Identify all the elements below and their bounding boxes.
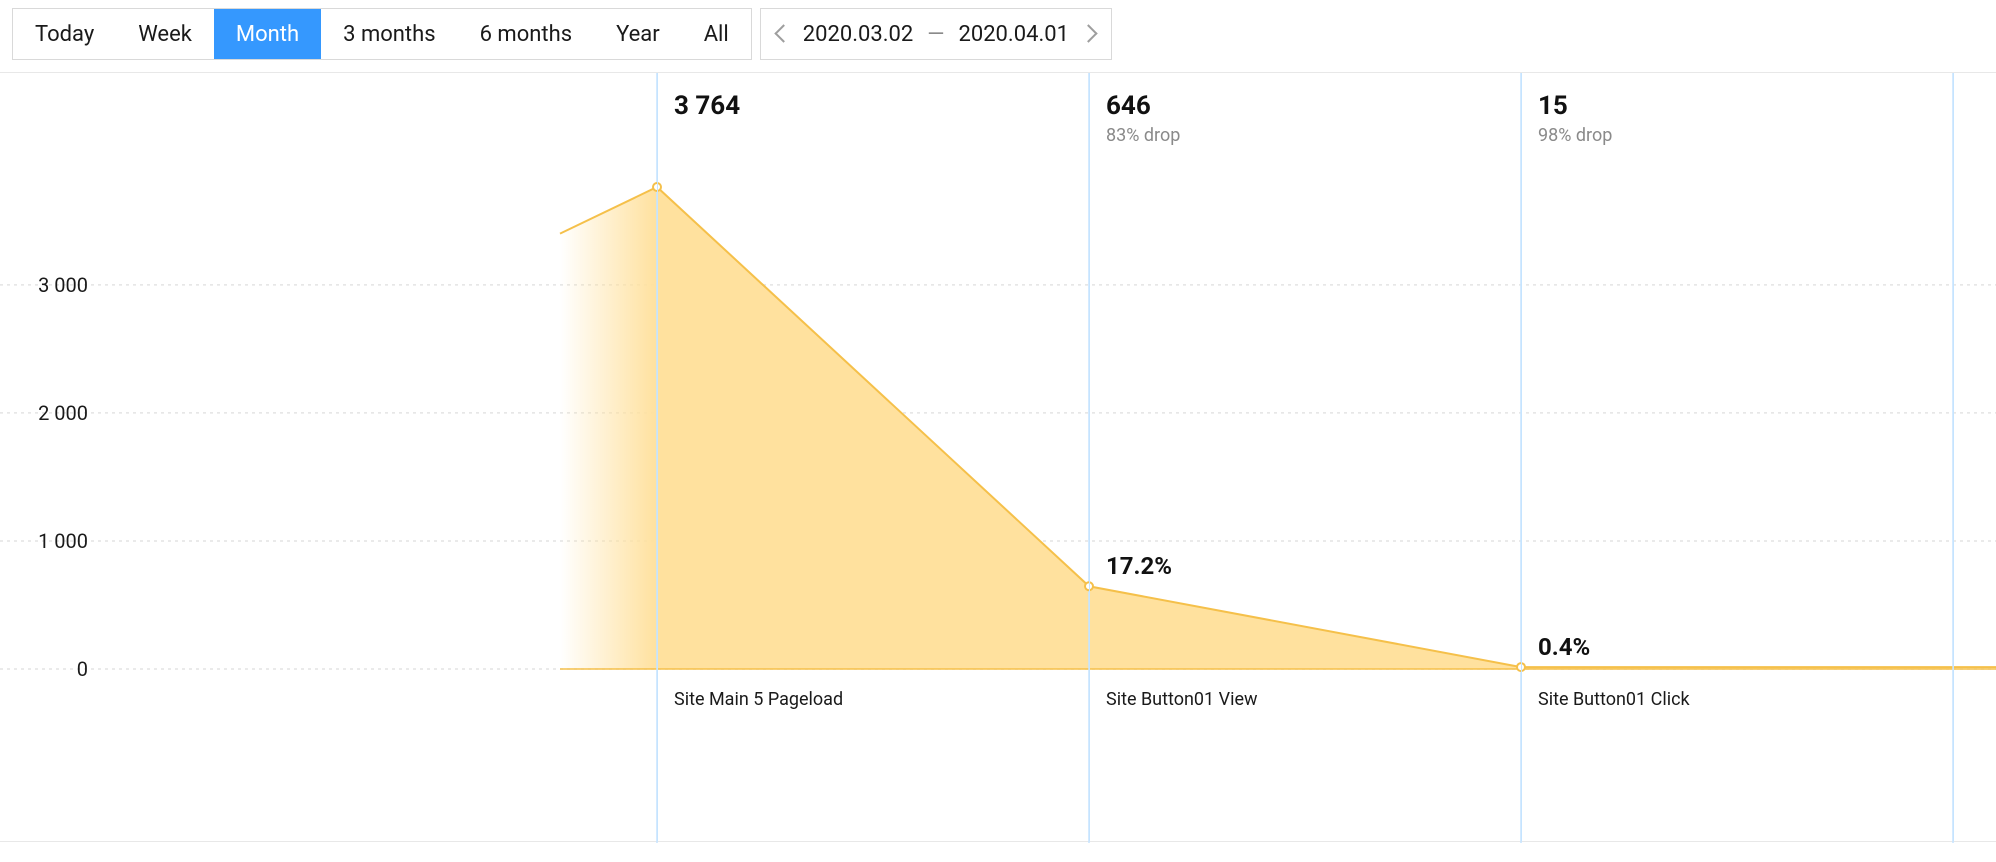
funnel-stage-header: 3 764 bbox=[674, 91, 740, 121]
funnel-stage: 3 764 Site Main 5 Pageload bbox=[657, 73, 1089, 841]
funnel-stage-header: 646 83% drop bbox=[1106, 91, 1180, 146]
range-button-6-months[interactable]: 6 months bbox=[458, 9, 594, 59]
funnel-stage-name: Site Button01 View bbox=[1106, 689, 1258, 710]
funnel-stage-percent: 0.4% bbox=[1538, 633, 1590, 667]
chevron-right-icon[interactable] bbox=[1083, 26, 1099, 42]
range-button-3-months[interactable]: 3 months bbox=[321, 9, 457, 59]
funnel-stage-name: Site Button01 Click bbox=[1538, 689, 1690, 710]
funnel-stage-drop: 98% drop bbox=[1538, 125, 1612, 146]
funnel-stage-drop: 83% drop bbox=[1106, 125, 1180, 146]
range-button-today[interactable]: Today bbox=[13, 9, 116, 59]
funnel-stage-percent: 17.2% bbox=[1106, 552, 1172, 586]
funnel-stage: 15 98% drop 0.4% Site Button01 Click bbox=[1521, 73, 1953, 841]
funnel-stages-overlay: 3 764 Site Main 5 Pageload 646 83% drop 17.2… bbox=[657, 73, 1996, 841]
funnel-chart: 3 764 Site Main 5 Pageload 646 83% drop 17.2… bbox=[0, 72, 1996, 842]
range-button-month[interactable]: Month bbox=[214, 9, 321, 59]
funnel-stage-header: 15 98% drop bbox=[1538, 91, 1612, 146]
date-range-picker[interactable]: 2020.03.02 — 2020.04.01 bbox=[760, 8, 1112, 60]
date-from: 2020.03.02 bbox=[803, 22, 914, 47]
toolbar: TodayWeekMonth3 months6 monthsYearAll 20… bbox=[0, 0, 1996, 72]
funnel-stage-value: 646 bbox=[1106, 91, 1180, 121]
funnel-stage-value: 3 764 bbox=[674, 91, 740, 121]
date-to: 2020.04.01 bbox=[958, 22, 1069, 47]
range-button-year[interactable]: Year bbox=[594, 9, 682, 59]
range-button-week[interactable]: Week bbox=[116, 9, 214, 59]
funnel-stage-tail bbox=[1953, 73, 1996, 841]
chevron-left-icon[interactable] bbox=[773, 26, 789, 42]
y-tick-label: 1 000 bbox=[38, 529, 88, 553]
time-range-segmented: TodayWeekMonth3 months6 monthsYearAll bbox=[12, 8, 752, 60]
funnel-stage-value: 15 bbox=[1538, 91, 1612, 121]
funnel-stage: 646 83% drop 17.2% Site Button01 View bbox=[1089, 73, 1521, 841]
date-range-dash: — bbox=[927, 22, 944, 47]
y-tick-label: 2 000 bbox=[38, 401, 88, 425]
funnel-stage-name: Site Main 5 Pageload bbox=[674, 689, 843, 710]
range-button-all[interactable]: All bbox=[682, 9, 751, 59]
y-tick-label: 3 000 bbox=[38, 273, 88, 297]
y-tick-label: 0 bbox=[77, 657, 88, 681]
